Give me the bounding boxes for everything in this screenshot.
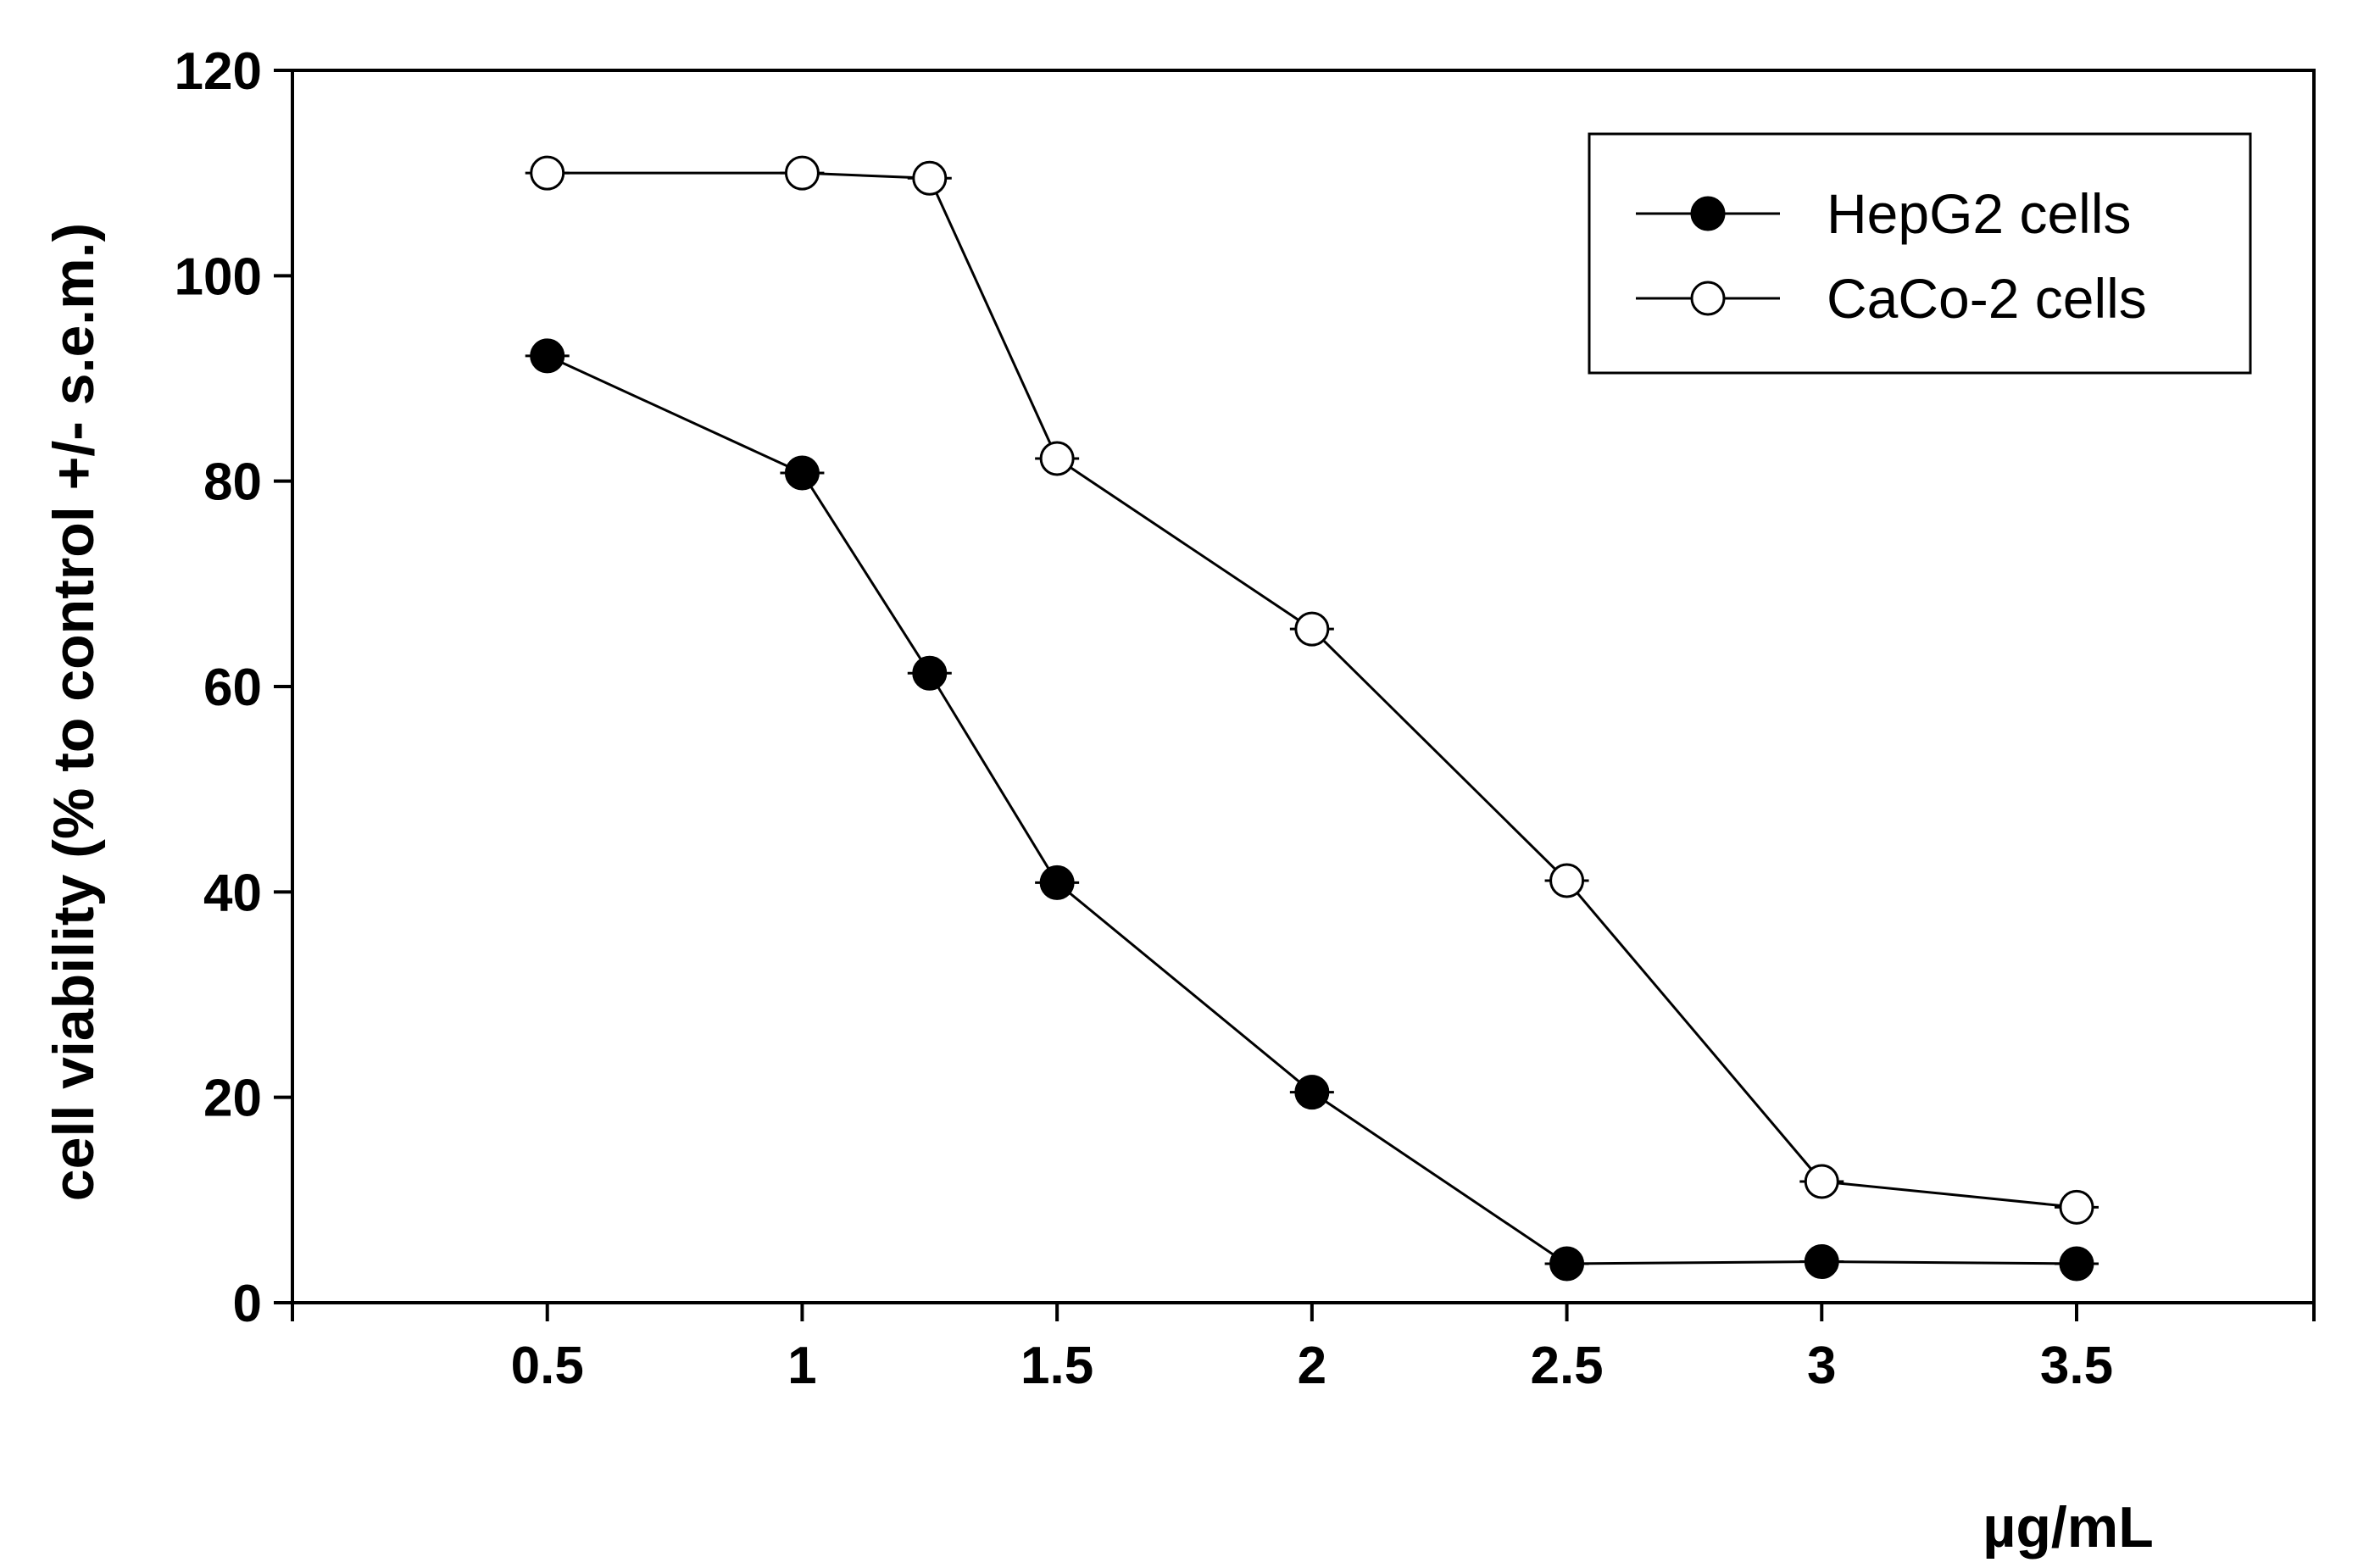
data-point bbox=[1294, 1075, 1330, 1110]
data-point bbox=[784, 455, 820, 491]
x-axis-title: µg/mL bbox=[1983, 1495, 2154, 1560]
axes: 0 20 40 60 80 100 120 0.5 1 1.5 2 2.5 3 3.5 bbox=[175, 42, 2316, 1395]
y-tick-label: 0 bbox=[233, 1275, 262, 1333]
x-tick-label: 1 bbox=[787, 1337, 816, 1395]
legend-label: HepG2 cells bbox=[1827, 182, 2132, 245]
series-layer bbox=[525, 155, 2099, 1282]
legend-marker bbox=[1690, 281, 1726, 316]
x-tick-label: 2.5 bbox=[1530, 1337, 1603, 1395]
legend: HepG2 cells CaCo-2 cells bbox=[1588, 132, 2252, 375]
series-0 bbox=[525, 338, 2099, 1282]
x-tick-label: 3 bbox=[1807, 1337, 1836, 1395]
data-point bbox=[1039, 441, 1075, 476]
data-point bbox=[2059, 1189, 2094, 1225]
y-tick-label: 60 bbox=[203, 659, 262, 717]
x-tick-label: 0.5 bbox=[511, 1337, 584, 1395]
y-tick-label: 100 bbox=[175, 247, 262, 306]
data-point bbox=[2059, 1246, 2094, 1282]
x-tick-label: 3.5 bbox=[2040, 1337, 2113, 1395]
series-line bbox=[547, 354, 2077, 1265]
y-tick-label: 40 bbox=[203, 864, 262, 922]
data-point bbox=[1549, 863, 1585, 898]
data-point bbox=[1804, 1244, 1839, 1280]
data-point bbox=[1294, 611, 1330, 647]
y-tick-label: 120 bbox=[175, 42, 262, 101]
y-tick-label: 80 bbox=[203, 453, 262, 512]
y-tick-label: 20 bbox=[203, 1070, 262, 1128]
series-1 bbox=[525, 155, 2099, 1225]
legend-label: CaCo-2 cells bbox=[1827, 267, 2147, 330]
x-tick-label: 2 bbox=[1298, 1337, 1326, 1395]
data-point bbox=[912, 160, 948, 196]
legend-box bbox=[1588, 132, 2252, 375]
data-point bbox=[1549, 1246, 1585, 1282]
data-point bbox=[912, 655, 948, 691]
legend-marker bbox=[1690, 196, 1726, 231]
data-point bbox=[530, 338, 565, 374]
y-axis-title: cell viability (% to control +/- s.e.m.) bbox=[42, 223, 106, 1201]
data-point bbox=[1039, 865, 1075, 900]
data-point bbox=[1804, 1164, 1839, 1199]
x-tick-label: 1.5 bbox=[1021, 1337, 1093, 1395]
data-point bbox=[784, 155, 820, 191]
data-point bbox=[530, 155, 565, 191]
